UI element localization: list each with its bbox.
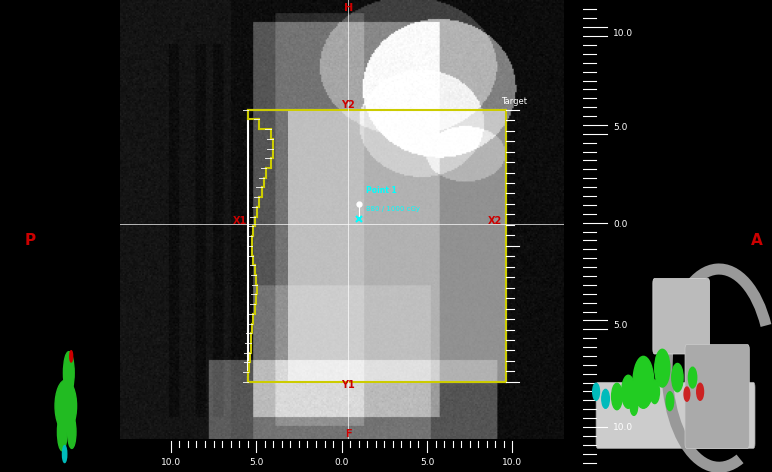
FancyBboxPatch shape <box>653 278 709 354</box>
Circle shape <box>602 389 609 408</box>
Text: F: F <box>345 429 351 439</box>
Text: P: P <box>25 233 36 248</box>
Circle shape <box>684 387 689 401</box>
Text: 5.0: 5.0 <box>420 457 434 467</box>
Circle shape <box>650 380 659 404</box>
Circle shape <box>672 363 683 392</box>
Circle shape <box>593 383 600 400</box>
Ellipse shape <box>55 380 76 432</box>
Circle shape <box>63 446 66 463</box>
Text: 0.0: 0.0 <box>334 457 349 467</box>
Circle shape <box>630 396 638 415</box>
Circle shape <box>69 351 73 362</box>
Text: 10.0: 10.0 <box>613 28 633 38</box>
Circle shape <box>655 349 670 387</box>
Circle shape <box>621 375 635 408</box>
Ellipse shape <box>68 415 76 448</box>
Bar <box>249 110 506 382</box>
Circle shape <box>666 392 674 411</box>
Text: Target: Target <box>502 97 527 106</box>
Bar <box>289 110 506 382</box>
Text: Point 1: Point 1 <box>366 186 397 195</box>
Text: 10.0: 10.0 <box>613 422 633 432</box>
Text: Y2: Y2 <box>341 100 355 110</box>
FancyBboxPatch shape <box>685 345 750 448</box>
Text: X1: X1 <box>232 216 246 226</box>
Text: 5.0: 5.0 <box>613 321 628 330</box>
Text: 10.0: 10.0 <box>161 457 181 467</box>
Circle shape <box>611 383 622 410</box>
Text: H: H <box>344 3 353 13</box>
Text: Y1: Y1 <box>341 380 355 390</box>
Text: A: A <box>751 233 763 248</box>
Circle shape <box>696 383 703 400</box>
Circle shape <box>633 356 654 408</box>
Text: X2: X2 <box>488 216 502 226</box>
Text: 10.0: 10.0 <box>503 457 523 467</box>
Text: 5.0: 5.0 <box>613 123 628 132</box>
Circle shape <box>689 367 696 388</box>
Ellipse shape <box>57 413 67 451</box>
Circle shape <box>63 352 74 394</box>
Text: 880 / 1000 cGy: 880 / 1000 cGy <box>366 206 420 212</box>
Text: 0.0: 0.0 <box>613 219 628 229</box>
Text: 5.0: 5.0 <box>249 457 263 467</box>
FancyBboxPatch shape <box>596 382 755 448</box>
